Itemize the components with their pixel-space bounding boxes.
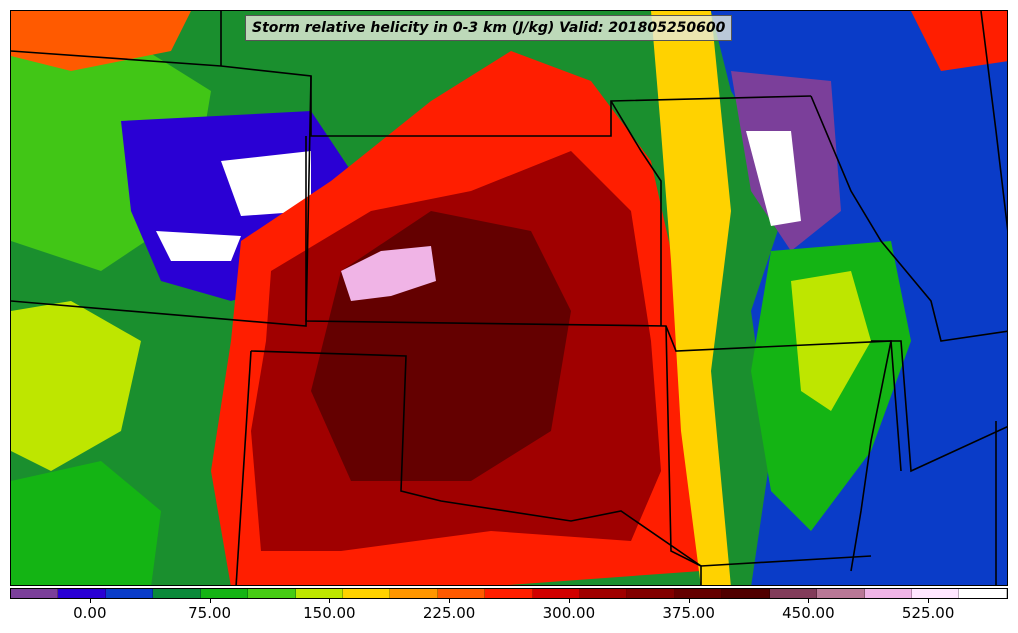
colorbar-segment bbox=[390, 589, 438, 598]
colorbar-tick-mark bbox=[89, 598, 91, 603]
colorbar-tick-label: 0.00 bbox=[73, 604, 107, 622]
helicity-map bbox=[11, 11, 1007, 585]
colorbar-segment bbox=[912, 589, 960, 598]
colorbar-tick-mark bbox=[209, 598, 211, 603]
colorbar-tick-mark bbox=[449, 598, 451, 603]
southwest-region-green bbox=[11, 461, 161, 585]
colorbar-segment bbox=[342, 589, 391, 598]
colorbar-tick-label: 150.00 bbox=[303, 604, 356, 622]
colorbar-tick-mark bbox=[329, 598, 331, 603]
colorbar-segment bbox=[153, 589, 201, 598]
colorbar-segment bbox=[105, 589, 154, 598]
colorbar-ticks: 0.00 75.00 150.00 225.00 300.00 375.00 450.00 5… bbox=[10, 598, 1008, 628]
west-region-yellow bbox=[11, 301, 141, 471]
colorbar-tick-mark bbox=[568, 598, 570, 603]
colorbar-segment bbox=[580, 589, 628, 598]
colorbar-tick-mark bbox=[928, 598, 930, 603]
wyoming-white-2 bbox=[156, 231, 241, 261]
colorbar-segment bbox=[769, 589, 818, 598]
colorbar-segment bbox=[58, 589, 106, 598]
colorbar-segment bbox=[817, 589, 865, 598]
east-white bbox=[746, 131, 801, 226]
colorbar-segment bbox=[437, 589, 486, 598]
colorbar-tick-label: 450.00 bbox=[782, 604, 835, 622]
colorbar-segment bbox=[959, 589, 1007, 598]
northwest-red-top bbox=[11, 11, 191, 71]
colorbar-segment bbox=[627, 589, 675, 598]
colorbar-tick-label: 525.00 bbox=[901, 604, 955, 622]
colorbar-tick-label: 375.00 bbox=[662, 604, 715, 622]
colorbar-segment bbox=[722, 589, 770, 598]
map-title: Storm relative helicity in 0-3 km (J/kg)… bbox=[245, 15, 733, 41]
east-yellow-strip bbox=[791, 271, 871, 411]
plains-pink-core bbox=[341, 246, 436, 301]
colorbar-segment bbox=[295, 589, 343, 598]
colorbar bbox=[10, 588, 1008, 599]
colorbar-segment bbox=[864, 589, 913, 598]
colorbar-segment bbox=[532, 589, 581, 598]
colorbar-tick-mark bbox=[688, 598, 690, 603]
east-yellow-band bbox=[651, 11, 731, 585]
colorbar-tick-label: 225.00 bbox=[422, 604, 476, 622]
wyoming-white-1 bbox=[221, 151, 311, 216]
colorbar-tick-label: 75.00 bbox=[188, 604, 232, 622]
colorbar-tick-label: 300.00 bbox=[542, 604, 596, 622]
colorbar-segment bbox=[248, 589, 296, 598]
colorbar-segment bbox=[11, 589, 59, 598]
state-boundaries bbox=[11, 11, 1007, 585]
colorbar-segment bbox=[674, 589, 723, 598]
map-frame bbox=[10, 10, 1008, 586]
colorbar-segment bbox=[485, 589, 533, 598]
colorbar-segment bbox=[200, 589, 249, 598]
colorbar-tick-mark bbox=[808, 598, 810, 603]
